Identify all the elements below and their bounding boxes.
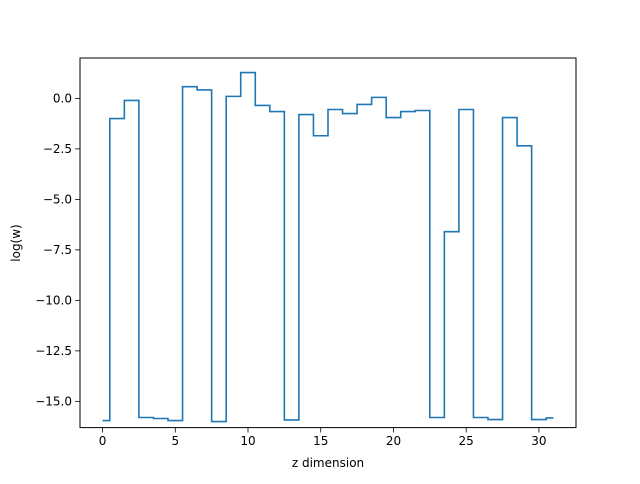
y-tick-label: −10.0 [35,294,72,308]
y-tick-label: −5.0 [43,193,72,207]
y-axis: 0.0 −2.5 −5.0 −7.5 −10.0 −12.5 −15.0 [35,92,80,409]
y-tick-label: 0.0 [53,92,72,106]
y-tick-label: −12.5 [35,344,72,358]
y-tick-label: −2.5 [43,142,72,156]
x-tick-label: 20 [386,434,401,448]
x-axis: 0 5 10 15 20 25 30 [99,427,547,448]
y-tick-label: −15.0 [35,395,72,409]
x-tick-label: 10 [240,434,255,448]
x-tick-label: 30 [531,434,546,448]
series-line [102,71,554,423]
y-axis-label: log(w) [9,224,23,261]
x-tick-label: 5 [171,434,179,448]
x-tick-label: 25 [459,434,474,448]
x-tick-label: 0 [99,434,107,448]
x-tick-label: 15 [313,434,328,448]
x-axis-label: z dimension [292,456,364,470]
plot-area [102,71,554,423]
axes-frame [79,57,577,429]
y-tick-label: −7.5 [43,243,72,257]
